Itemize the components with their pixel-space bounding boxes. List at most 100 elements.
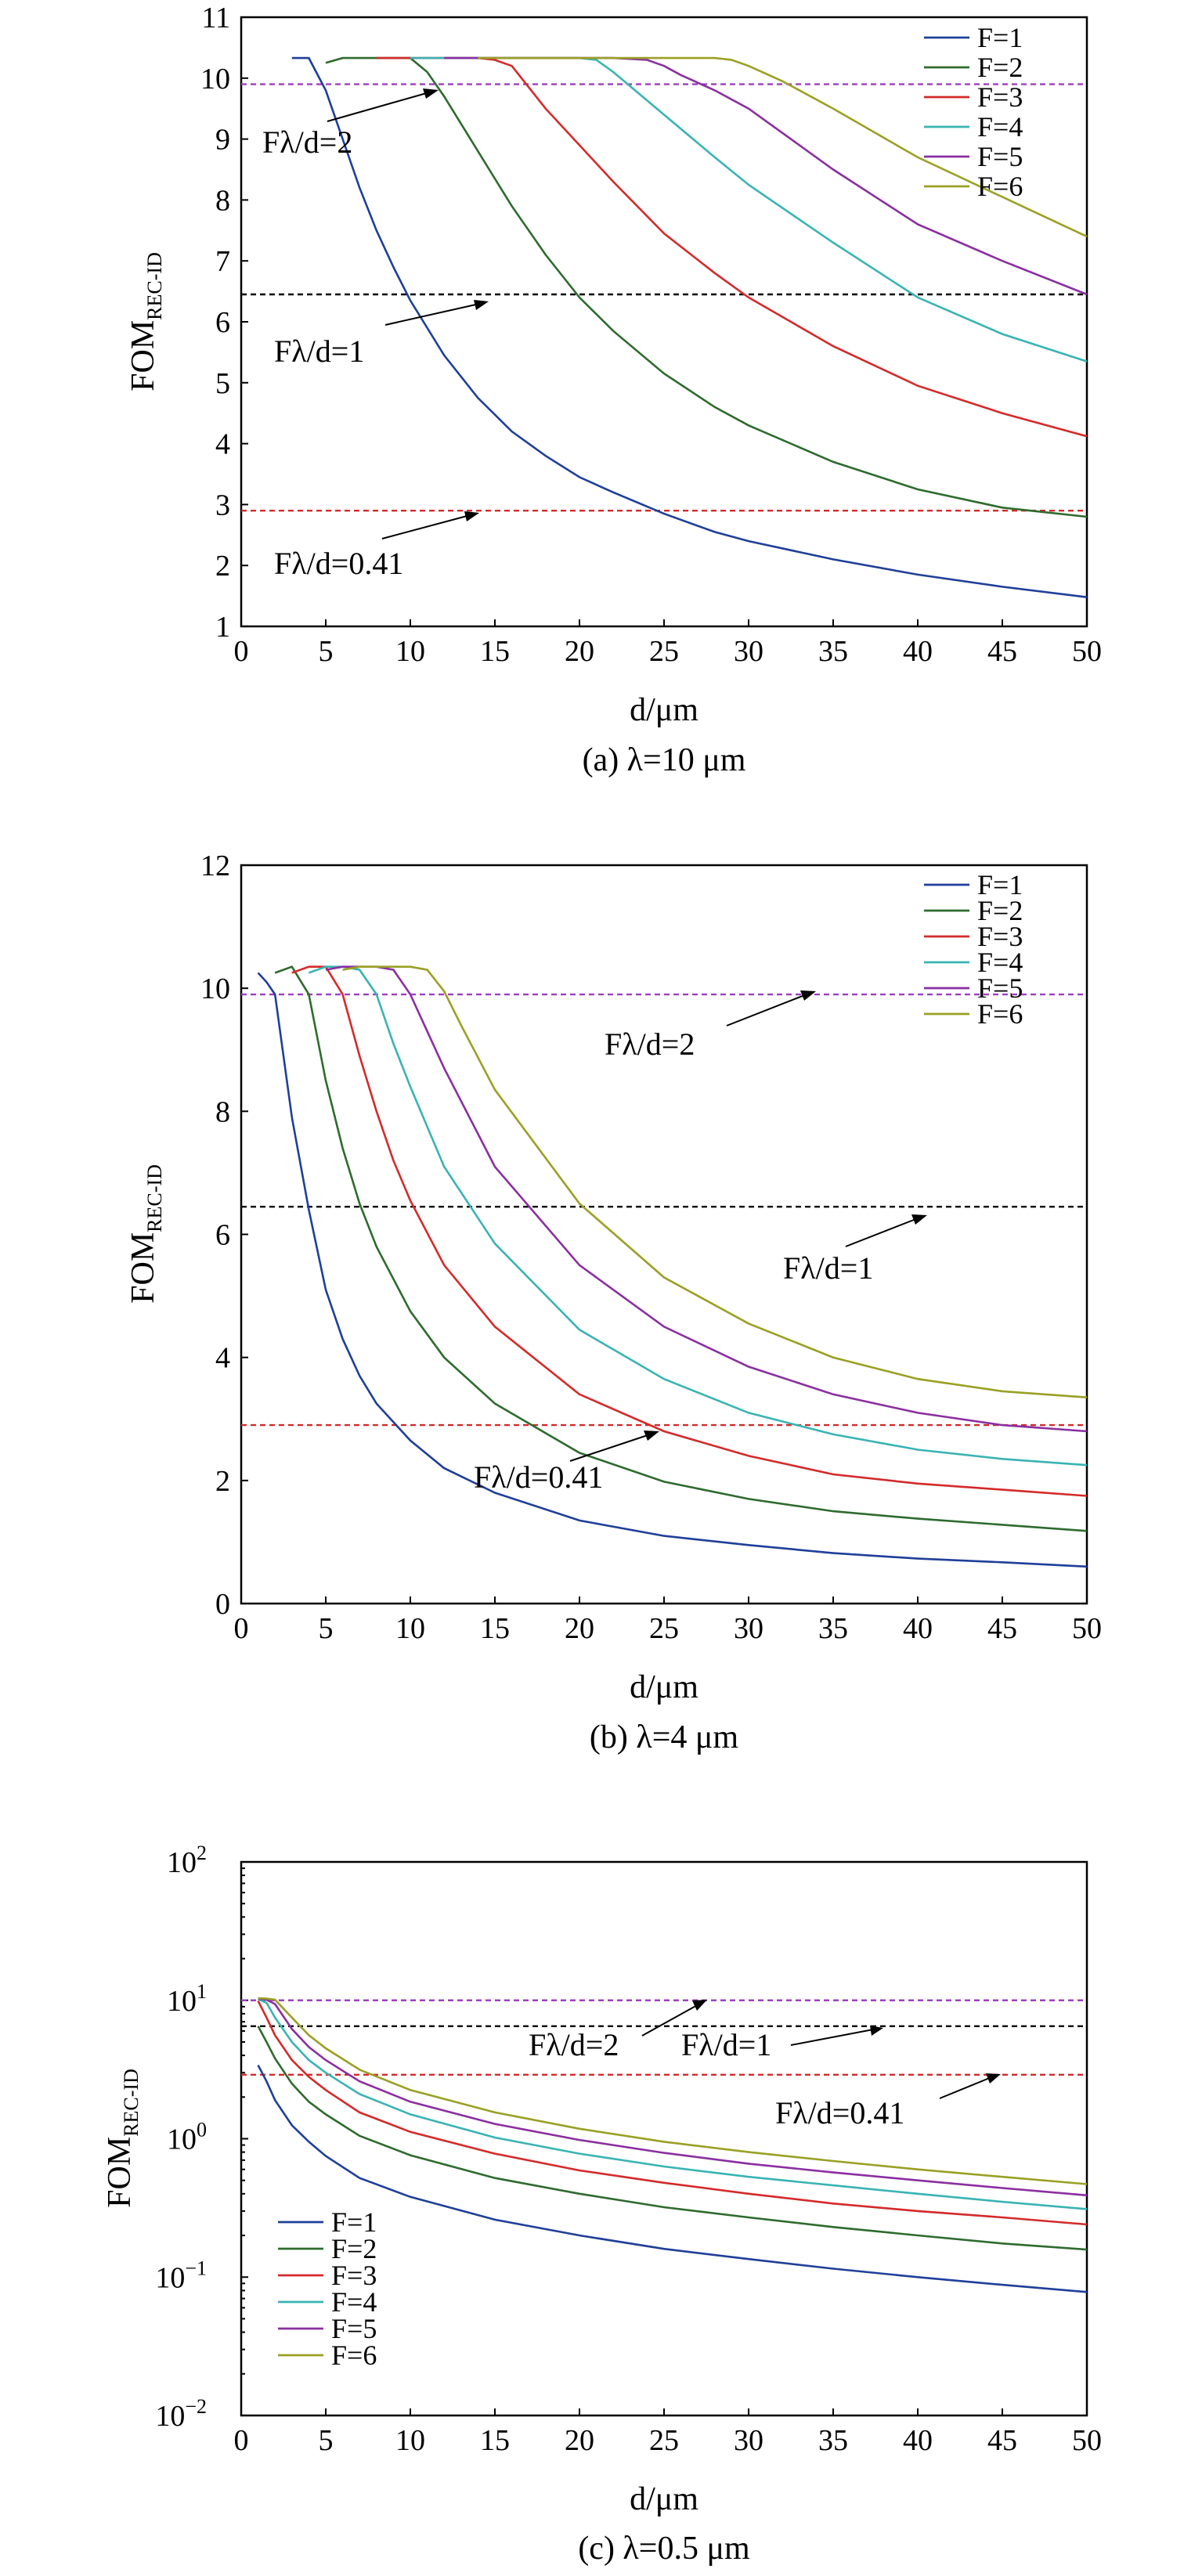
panel-b-y-tick-label: 2 (215, 1465, 230, 1498)
panel-b-arrow-2 (726, 994, 807, 1026)
panel-b-legend-label: F=4 (977, 947, 1023, 978)
panel-a-ylabel-sub: REC-ID (143, 252, 166, 320)
panel-a-series-line (291, 56, 1088, 598)
panel-a-x-tick-label: 40 (903, 635, 933, 668)
panel-c-x-tick-label: 50 (1072, 2424, 1102, 2457)
panel-b-series-line (291, 965, 1088, 1497)
panel-a-y-tick-label: 6 (215, 306, 230, 339)
panel-c-legend-label: F=1 (331, 2206, 377, 2238)
panel-a-series (291, 56, 1088, 598)
panel-a-annotation-1: Fλ/d=1 (274, 334, 364, 369)
panel-a-x-tick-label: 20 (565, 635, 594, 668)
panel-b-ylabel-sub: REC-ID (143, 1164, 166, 1232)
panel-c-x-tick-label: 45 (987, 2424, 1017, 2457)
panel-c-legend-label: F=4 (331, 2286, 377, 2318)
panel-b-x-tick-label: 30 (734, 1612, 763, 1645)
panel-a-y-tick-label: 5 (215, 367, 230, 400)
panel-c-y-tick-label: 101 (167, 1980, 207, 2018)
panel-c-legend-label: F=2 (331, 2233, 377, 2264)
panel-c-ylabel-main: FOM (102, 2137, 138, 2208)
svg-text:FOMREC-ID: FOMREC-ID (125, 252, 166, 391)
panel-c-series-line (257, 2064, 1088, 2293)
panel-a-y-tick-label: 1 (215, 611, 230, 644)
panel-c-legend-label: F=3 (331, 2260, 377, 2291)
panel-a-arrowhead-1 (474, 300, 489, 310)
panel-b-ylabel-main: FOM (125, 1232, 161, 1304)
panel-c-x-tick-label: 30 (734, 2424, 763, 2457)
panel-c-x-tick-label: 15 (480, 2424, 510, 2457)
panel-c-arrowhead-041 (986, 2073, 1001, 2084)
panel-c-x-axis-label: d/μm (630, 2481, 698, 2517)
panel-b-annotation-2: Fλ/d=2 (605, 1026, 695, 1062)
panel-a-y-tick-label: 9 (215, 124, 230, 157)
panel-a-y-tick-label: 7 (215, 245, 230, 278)
panel-a-arrow-2 (327, 92, 430, 122)
panel-a-x-tick-label: 25 (649, 635, 679, 668)
panel-b-legend: F=1F=2F=3F=4F=5F=6 (924, 869, 1023, 1030)
panel-b-y-tick-label: 10 (200, 972, 230, 1005)
panel-c-reference-lines (241, 1999, 1087, 2076)
panel-c-annotation-2: Fλ/d=2 (529, 2027, 619, 2062)
panel-c-annotation-1: Fλ/d=1 (681, 2027, 771, 2062)
panel-a-x-tick-label: 30 (734, 635, 763, 668)
panel-a-arrow-041 (381, 514, 471, 539)
panel-b-x-tick-label: 40 (903, 1612, 933, 1645)
panel-a-x-tick-label: 50 (1072, 635, 1102, 668)
panel-a-series-line (478, 56, 1088, 238)
panel-b-x-axis-label: d/μm (630, 1669, 698, 1705)
panel-c-x-tick-label: 10 (395, 2424, 425, 2457)
panel-a-legend-label: F=6 (977, 171, 1023, 202)
panel-b-x-tick-label: 20 (565, 1612, 594, 1645)
panel-b-arrowhead-041 (644, 1431, 659, 1441)
panel-b-series-line (274, 965, 1088, 1532)
panel-c-x-tick-label: 20 (565, 2424, 594, 2457)
panel-a-legend-label: F=4 (977, 111, 1023, 143)
panel-c-annotations: Fλ/d=2 Fλ/d=1 Fλ/d=0.41 (529, 2000, 1001, 2130)
panel-a-legend-label: F=5 (977, 141, 1023, 172)
panel-b-y-tick-label: 12 (200, 850, 230, 882)
panel-b-arrowhead-2 (800, 990, 816, 1001)
panel-c-x-tick-label: 5 (319, 2424, 334, 2457)
panel-c-ticks: 0 5 10 15 20 25 30 35 40 45 50 10−2 10−1 100 101 102 (155, 1842, 1102, 2457)
panel-c-series-line (258, 1997, 1088, 2197)
panel-b-arrow-1 (845, 1218, 919, 1247)
panel-b-series-line (342, 965, 1088, 1398)
panel-b-x-tick-label: 5 (319, 1612, 334, 1645)
panel-a-ylabel-main: FOM (125, 320, 161, 391)
panel-b-y-axis-label: FOMREC-ID (125, 1164, 166, 1304)
panel-a-y-tick-label: 2 (215, 550, 230, 583)
panel-c-x-tick-label: 25 (649, 2424, 679, 2457)
panel-b-series (257, 965, 1088, 1568)
panel-a-arrowhead-041 (464, 511, 479, 521)
panel-c-series-line (257, 2026, 1088, 2251)
panel-b-annotation-041: Fλ/d=0.41 (474, 1459, 603, 1495)
panel-c-y-tick-label: 102 (167, 1842, 207, 1879)
panel-a-x-tick-label: 10 (395, 635, 425, 668)
panel-a-y-tick-label: 3 (215, 489, 230, 521)
panel-b-x-tick-label: 15 (480, 1612, 510, 1645)
panel-a-annotations: Fλ/d=2 Fλ/d=1 Fλ/d=0.41 (262, 88, 489, 581)
panel-c-legend-label: F=6 (331, 2340, 377, 2371)
svg-text:FOMREC-ID: FOMREC-ID (125, 1164, 166, 1304)
panel-c-y-tick-label: 10−1 (155, 2257, 207, 2294)
panel-b-x-tick-label: 50 (1072, 1612, 1102, 1645)
panel-b-ticks: 0 5 10 15 20 25 30 35 40 45 50 0 2 4 6 8 10 12 (200, 850, 1102, 1645)
panel-a-x-tick-label: 45 (987, 635, 1017, 668)
svg-text:FOMREC-ID: FOMREC-ID (102, 2069, 143, 2208)
panel-c-series (257, 1997, 1088, 2293)
panel-a-legend-label: F=1 (977, 22, 1023, 53)
panel-b-legend-label: F=2 (977, 895, 1023, 926)
panel-c-arrow-2 (641, 2004, 699, 2037)
panel-b-y-tick-label: 4 (215, 1342, 230, 1375)
panel-a-annotation-2: Fλ/d=2 (262, 124, 352, 160)
panel-a-legend-label: F=3 (977, 81, 1023, 113)
panel-b-x-tick-label: 25 (649, 1612, 679, 1645)
panel-b-arrowhead-1 (911, 1214, 927, 1225)
panel-b-legend-label: F=5 (977, 972, 1023, 1004)
panel-c-y-tick-label: 10−2 (155, 2395, 207, 2433)
panel-c-x-tick-label: 40 (903, 2424, 933, 2457)
panel-c-legend-label: F=5 (331, 2313, 377, 2344)
